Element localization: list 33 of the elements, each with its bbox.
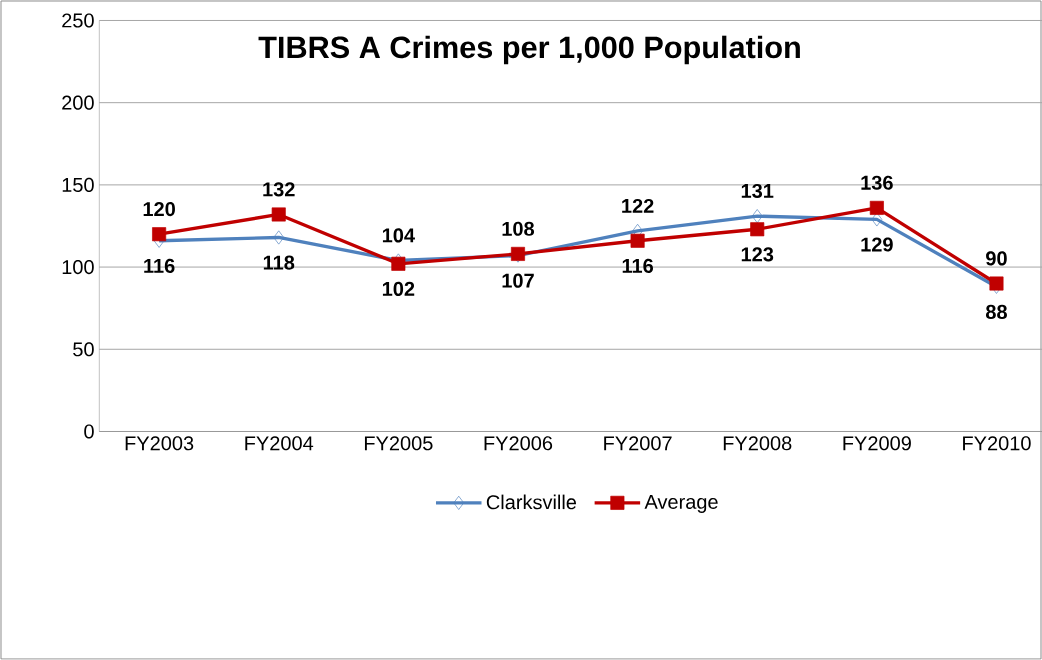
data-label: 122 (622, 198, 654, 213)
data-label: 123 (741, 247, 774, 262)
data-label: 102 (382, 281, 415, 296)
data-label: 88 (985, 304, 1007, 319)
x-tick-label: FY2005 (364, 436, 433, 451)
data-label: 116 (144, 258, 175, 273)
data-label: 104 (382, 228, 415, 243)
legend-label: Clarksville (486, 494, 577, 510)
data-label: 129 (861, 237, 893, 252)
x-tick-label: FY2007 (604, 436, 672, 451)
x-tick-label: FY2008 (723, 436, 792, 451)
data-label: 132 (263, 182, 295, 197)
data-label: 107 (502, 273, 534, 288)
data-label: 90 (986, 251, 1007, 266)
data-label: 116 (622, 258, 654, 273)
x-tick-label: FY2009 (843, 436, 911, 451)
y-tick-label: 150 (62, 177, 94, 192)
y-tick-label: 250 (62, 13, 94, 28)
y-tick-label: 100 (62, 259, 94, 275)
data-label: 120 (143, 201, 175, 217)
data-label: 118 (263, 255, 295, 270)
data-label: 108 (502, 221, 535, 236)
data-label: 136 (861, 175, 893, 190)
x-tick-label: FY2004 (245, 436, 314, 451)
legend-label: Average (644, 494, 718, 513)
x-tick-label: FY2006 (484, 436, 553, 451)
chart-title: TIBRS A Crimes per 1,000 Population (258, 35, 800, 65)
y-tick-label: 200 (62, 95, 94, 110)
x-tick-label: FY2010 (963, 436, 1031, 451)
data-label: 131 (741, 183, 774, 199)
y-tick-label: 0 (84, 424, 94, 439)
x-tick-label: FY2003 (125, 436, 194, 451)
y-tick-label: 50 (73, 342, 94, 357)
